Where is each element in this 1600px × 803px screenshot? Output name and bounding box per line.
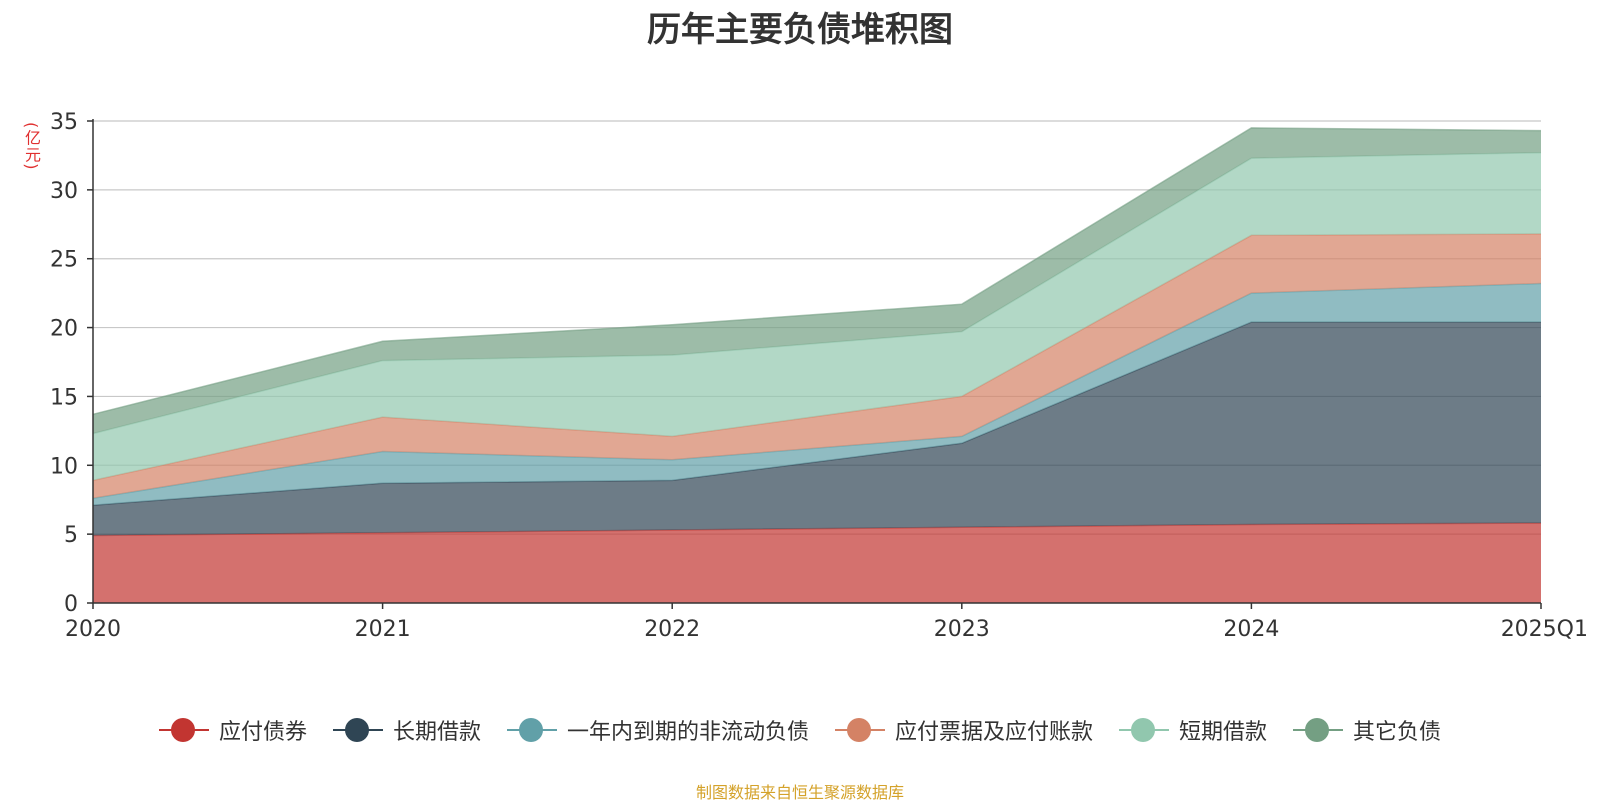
tick-labels: 0 5 10 15 20 25 30 35 2020 2021 2022 2023 2024 2025Q1 — [50, 110, 1588, 642]
legend: 应付债券 长期借款 一年内到期的非流动负债 应付票据及应付账款 短期借款 其它负债 — [0, 714, 1600, 746]
legend-label: 长期借款 — [392, 720, 481, 745]
legend-label: 短期借款 — [1179, 720, 1268, 745]
legend-item-5[interactable]: 短期借款 — [1119, 714, 1267, 746]
stacked-area-chart: 0 5 10 15 20 25 30 35 2020 2021 2022 2023 2024 2025Q1 — [50, 110, 1588, 642]
legend-marker-icon — [506, 717, 557, 743]
x-tick-label-2021: 2021 — [355, 617, 411, 642]
y-tick-label-25: 25 — [50, 248, 78, 273]
area-series-4 — [93, 233, 1541, 499]
legend-label: 应付票据及应付账款 — [895, 720, 1094, 745]
legend-dot — [170, 718, 195, 742]
x-tick-label-2025Q1: 2025Q1 — [1501, 617, 1588, 642]
area-series-2 — [93, 322, 1541, 536]
legend-dot — [847, 718, 871, 742]
legend-item-1[interactable]: 应付债券 — [158, 714, 307, 746]
legend-label: 一年内到期的非流动负债 — [566, 720, 809, 745]
y-tick-label-5: 5 — [64, 523, 78, 548]
legend-item-3[interactable]: 一年内到期的非流动负债 — [506, 714, 809, 746]
legend-label: 应付债券 — [218, 720, 307, 745]
legend-marker-icon — [1119, 717, 1170, 743]
legend-marker-icon — [332, 717, 383, 743]
area-series-5 — [93, 152, 1541, 481]
y-axis-unit-label: (亿元) — [22, 122, 41, 171]
legend-label: 其它负债 — [1353, 720, 1442, 745]
y-tick-label-30: 30 — [50, 179, 78, 204]
area-series-group — [92, 127, 1542, 603]
area-series-1 — [93, 523, 1541, 603]
area-series-edge-6 — [92, 127, 1542, 416]
area-series-6 — [93, 127, 1541, 434]
legend-dot — [518, 718, 543, 742]
area-series-3 — [93, 283, 1541, 506]
chart-title: 历年主要负债堆积图 — [647, 10, 953, 50]
y-tick-label-35: 35 — [50, 110, 78, 135]
legend-dot — [344, 718, 369, 742]
y-tick-label-15: 15 — [50, 385, 78, 410]
legend-item-6[interactable]: 其它负债 — [1293, 714, 1441, 746]
y-tick-label-20: 20 — [50, 317, 78, 342]
legend-marker-icon — [1293, 717, 1344, 743]
x-tick-label-2022: 2022 — [644, 617, 700, 642]
source-note: 制图数据来自恒生聚源数据库 — [695, 783, 904, 802]
x-tick-label-2023: 2023 — [934, 617, 990, 642]
legend-item-4[interactable]: 应付票据及应付账款 — [835, 714, 1093, 746]
legend-dot — [1131, 718, 1156, 742]
legend-marker-icon — [835, 717, 885, 743]
legend-dot — [1305, 718, 1330, 742]
legend-marker-icon — [158, 717, 209, 743]
x-tick-label-2024: 2024 — [1223, 617, 1279, 642]
y-tick-label-0: 0 — [64, 592, 78, 617]
axes — [87, 119, 1542, 609]
legend-item-2[interactable]: 长期借款 — [332, 714, 481, 746]
x-tick-label-2020: 2020 — [65, 617, 121, 642]
y-tick-label-10: 10 — [50, 454, 78, 479]
